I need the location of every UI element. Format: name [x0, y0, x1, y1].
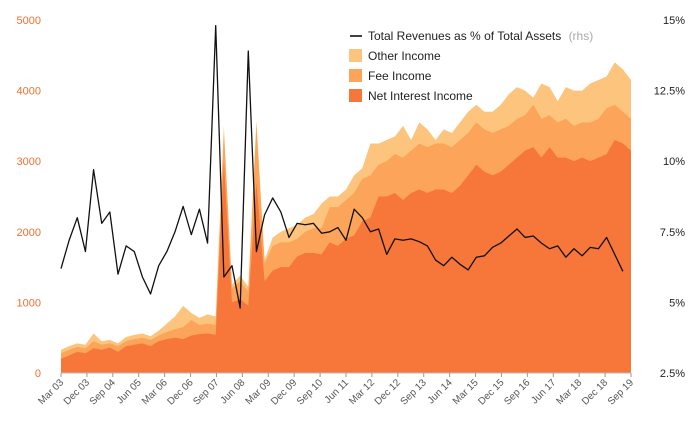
x-tick-label: Dec 09 [269, 377, 299, 407]
x-tick-label: Dec 06 [165, 377, 195, 407]
x-tick-label: Mar 15 [451, 377, 481, 407]
right-tick-label: 2.5% [660, 368, 685, 380]
legend-line-label: Total Revenues as % of Total Assets (rhs… [368, 29, 593, 43]
line-total-revenues-pct [60, 24, 624, 309]
x-tick-label: Mar 18 [555, 377, 585, 407]
area-layer [61, 62, 631, 374]
x-tick-label: Dec 12 [373, 377, 403, 407]
legend-swatch-net-interest-income [349, 89, 362, 102]
legend: Total Revenues as % of Total Assets (rhs… [349, 29, 593, 103]
x-tick-label: Dec 18 [580, 377, 610, 407]
x-tick-label: Sep 13 [399, 377, 429, 407]
x-tick-label: Mar 06 [140, 377, 170, 407]
x-tick-label: Jun 08 [218, 377, 247, 406]
legend-swatch-fee-income [349, 69, 362, 82]
x-tick-label: Sep 04 [88, 377, 118, 407]
right-axis: 2.5% 5% 7.5% 10% 12.5% 15% [654, 15, 685, 380]
x-tick-label: Dec 15 [476, 377, 506, 407]
x-tick-label: Jun 17 [529, 377, 558, 406]
right-tick-label: 15% [663, 15, 685, 27]
x-tick-label: Sep 16 [502, 377, 532, 407]
legend-label-other-income: Other Income [368, 49, 441, 63]
left-tick-label: 5000 [17, 15, 41, 27]
right-tick-label: 12.5% [654, 86, 685, 98]
legend-label-net-interest-income: Net Interest Income [368, 89, 473, 103]
x-tick-label: Sep 07 [191, 377, 221, 407]
right-tick-label: 7.5% [660, 227, 685, 239]
left-tick-label: 0 [35, 368, 41, 380]
x-tick-label: Jun 14 [426, 377, 455, 406]
left-axis: 0 1000 2000 3000 4000 5000 [17, 15, 41, 380]
legend-label-fee-income: Fee Income [368, 69, 432, 83]
x-tick-label: Sep 10 [295, 377, 325, 407]
x-tick-label: Mar 12 [347, 377, 377, 407]
left-tick-label: 2000 [17, 227, 41, 239]
area-net-interest-income [61, 140, 631, 373]
right-tick-label: 10% [663, 156, 685, 168]
x-tick-label: Dec 03 [62, 377, 92, 407]
x-tick-label: Mar 09 [244, 377, 274, 407]
left-tick-label: 1000 [17, 297, 41, 309]
x-tick-label: Jun 11 [323, 377, 352, 406]
legend-swatch-other-income [349, 49, 362, 62]
x-tick-label: Jun 05 [115, 377, 144, 406]
line-layer [60, 24, 624, 309]
x-tick-label: Sep 19 [606, 377, 636, 407]
left-tick-label: 4000 [17, 86, 41, 98]
left-tick-label: 3000 [17, 156, 41, 168]
right-tick-label: 5% [669, 297, 685, 309]
x-tick-label: Mar 03 [36, 377, 66, 407]
